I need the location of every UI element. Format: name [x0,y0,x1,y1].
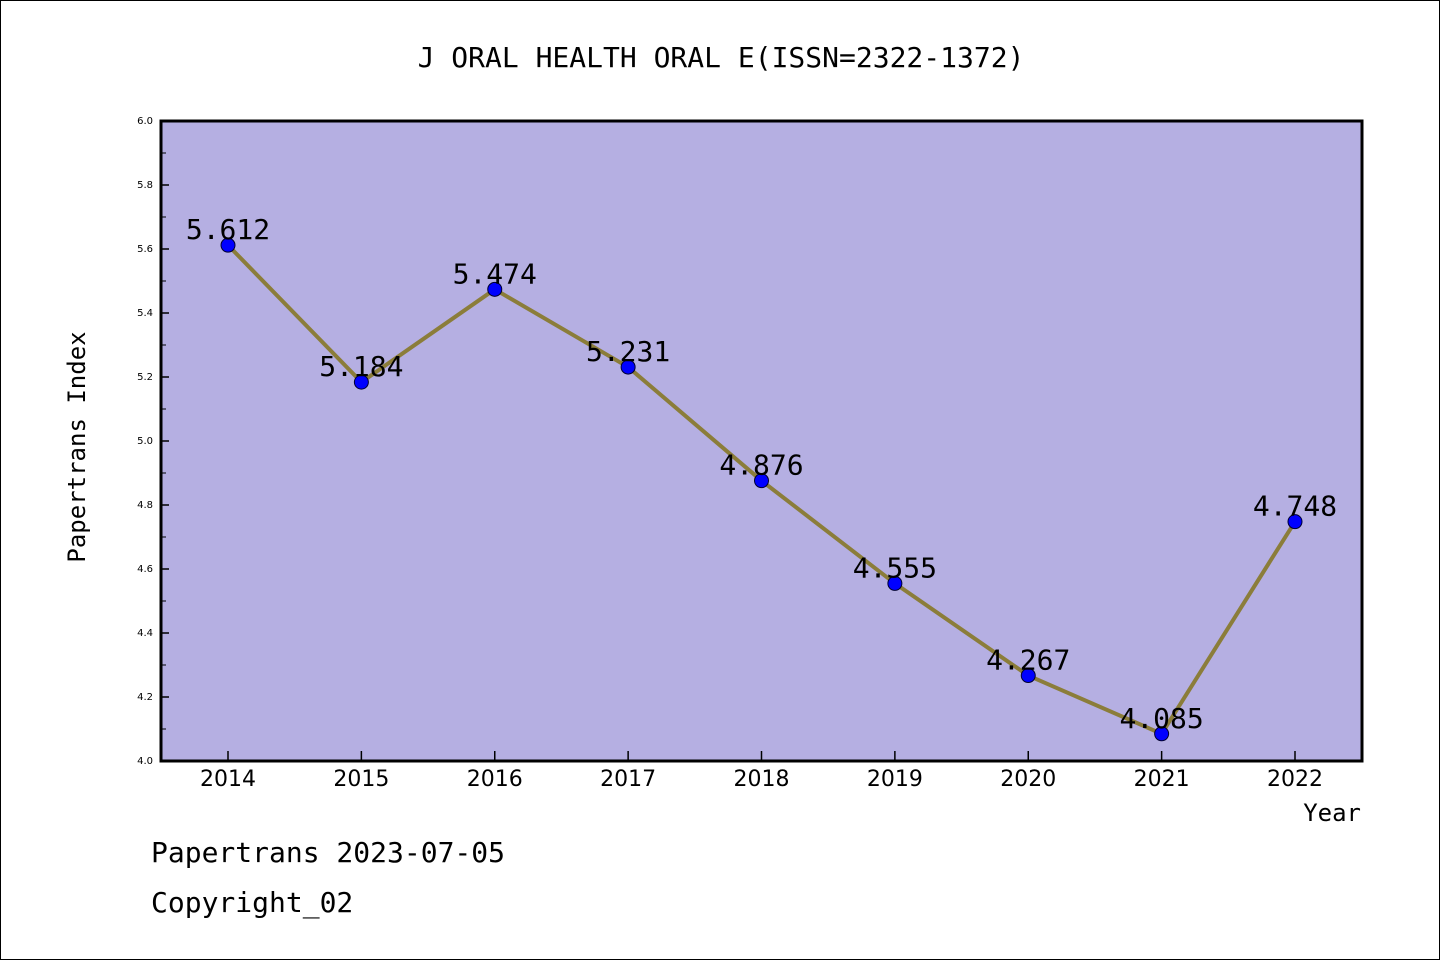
data-point [487,281,503,297]
data-label: 5.184 [319,350,403,383]
data-point [220,237,236,253]
y-tick-label: 6.0 [137,116,153,127]
y-tick-label: 4.0 [137,756,153,767]
y-tick-label: 4.8 [137,500,153,511]
x-tick-label: 2019 [867,767,923,792]
x-tick-label: 2021 [1134,767,1190,792]
data-label: 5.231 [586,335,670,368]
data-label: 4.555 [853,551,937,584]
x-axis-label: Year [1303,799,1361,827]
data-label: 5.612 [186,213,270,246]
data-point [620,359,636,375]
y-tick-label: 4.6 [137,564,153,575]
y-axis-label: Papertrans Index [63,331,91,562]
x-tick-label: 2020 [1000,767,1056,792]
x-tick-label: 2015 [333,767,389,792]
y-tick-label: 4.4 [137,628,153,639]
data-label: 4.876 [719,449,803,482]
data-point [1287,514,1303,530]
data-label: 4.748 [1253,490,1337,523]
data-point [887,575,903,591]
data-point [353,374,369,390]
data-point [1154,726,1170,742]
x-tick-label: 2022 [1267,767,1323,792]
x-tick-label: 2014 [200,767,256,792]
x-tick-label: 2017 [600,767,656,792]
footer-copyright: Copyright_02 [151,886,354,919]
y-tick-label: 4.2 [137,692,153,703]
y-tick-label: 5.6 [137,244,153,255]
x-axis-ticks: 2014 2015 2016 2017 2018 2019 2020 2021 2022 [200,751,1323,792]
data-label: 4.085 [1119,702,1203,735]
data-label: 5.474 [453,257,537,290]
x-tick-label: 2018 [734,767,790,792]
data-point [1020,668,1036,684]
y-axis-ticks: 4.0 4.2 4.4 4.6 4.8 5.0 5.2 5.4 5.6 5.8 6.0 [137,116,169,767]
plot-border [159,119,1364,763]
plot-area [161,121,1362,761]
footer-date: Papertrans 2023-07-05 [151,836,506,869]
series-markers [220,237,1303,742]
data-label: 4.267 [986,644,1070,677]
y-tick-label: 5.4 [137,308,153,319]
data-point [754,473,769,489]
y-tick-label: 5.2 [137,372,153,383]
y-tick-label: 5.8 [137,180,153,191]
y-tick-label: 5.0 [137,436,153,447]
x-tick-label: 2016 [467,767,523,792]
chart-title: J ORAL HEALTH ORAL E(ISSN=2322-1372) [418,41,1025,74]
data-labels: 5.612 5.184 5.474 5.231 4.876 4.555 4.267 4.085… [186,213,1337,735]
